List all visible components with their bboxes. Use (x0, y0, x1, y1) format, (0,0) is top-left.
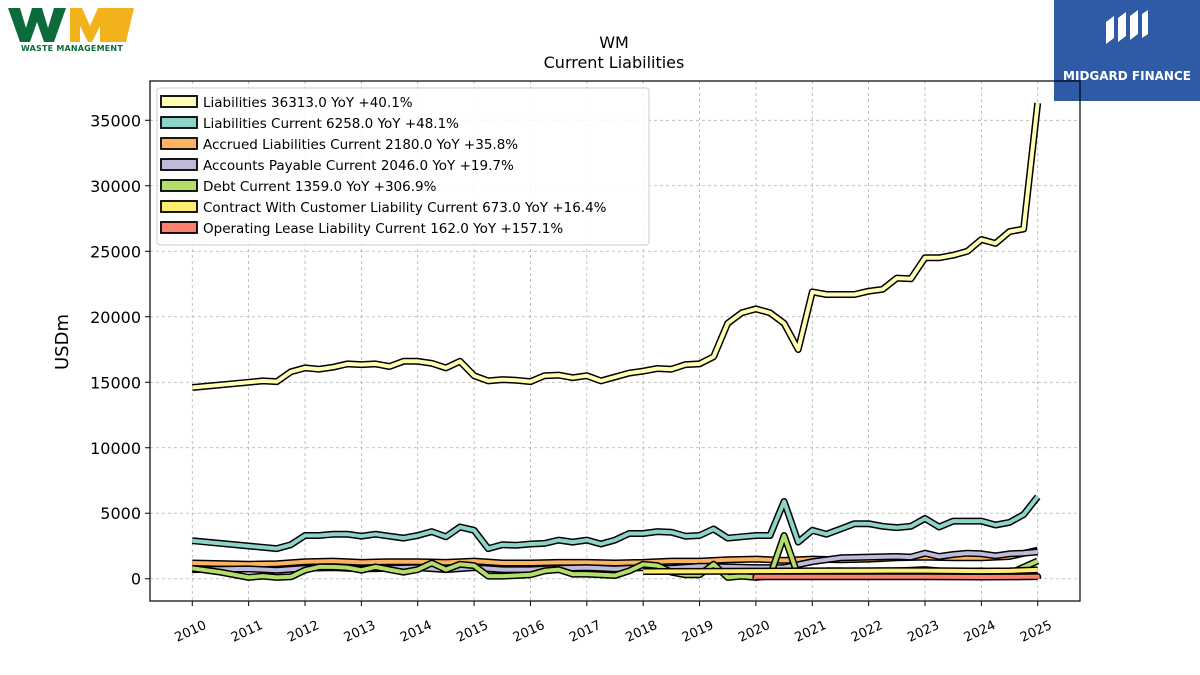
x-tick-label: 2024 (962, 618, 998, 646)
chart-title: WM (599, 33, 629, 52)
midgard-finance-logo: MIDGARD FINANCE (1054, 0, 1200, 101)
legend-swatch (160, 179, 198, 192)
legend-label: Accrued Liabilities Current 2180.0 YoY +… (203, 137, 518, 153)
legend-swatch (160, 95, 198, 108)
series-line (753, 574, 1040, 579)
series-line (192, 495, 1040, 551)
legend-label: Accounts Payable Current 2046.0 YoY +19.… (203, 158, 514, 174)
x-tick-label: 2022 (849, 618, 885, 646)
x-tick-label: 2012 (285, 618, 321, 646)
legend-label: Operating Lease Liability Current 162.0 … (203, 221, 563, 237)
wm-logo-mark (8, 8, 134, 42)
x-tick-label: 2013 (342, 618, 378, 646)
x-ticks: 2010 2011 2012 2013 2014 2015 2016 2017 2018 2019… (173, 601, 1054, 646)
legend-label: Contract With Customer Liability Current… (203, 200, 607, 216)
legend-label: Liabilities 36313.0 YoY +40.1% (203, 95, 413, 111)
y-ticks: 0 5000 10000 15000 20000 25000 30000 35000 (90, 111, 150, 589)
legend-swatch (160, 116, 198, 129)
x-tick-label: 2014 (398, 618, 434, 646)
series-line (643, 567, 1038, 574)
plot-frame (149, 80, 1081, 602)
legend: Liabilities 36313.0 YoY +40.1% Liabilitie… (156, 87, 650, 246)
midgard-logo-mark (1106, 10, 1148, 44)
legend-swatch (160, 137, 198, 150)
x-tick-label: 2016 (511, 618, 547, 646)
y-tick-label: 30000 (90, 177, 141, 196)
x-tick-label: 2011 (229, 618, 265, 646)
midgard-finance-logo-text: MIDGARD FINANCE (1063, 69, 1191, 83)
x-tick-label: 2018 (624, 618, 660, 646)
y-tick-label: 5000 (100, 504, 141, 523)
legend-label: Debt Current 1359.0 YoY +306.9% (203, 179, 437, 195)
legend-swatch (160, 200, 198, 213)
x-tick-label: 2021 (793, 618, 829, 646)
x-tick-label: 2020 (736, 618, 772, 646)
x-tick-label: 2010 (173, 618, 209, 646)
x-tick-label: 2023 (905, 618, 941, 646)
y-tick-label: 20000 (90, 308, 141, 327)
y-tick-label: 15000 (90, 373, 141, 392)
chart-subtitle: Current Liabilities (544, 53, 685, 72)
x-tick-label: 2019 (680, 618, 716, 646)
y-tick-label: 10000 (90, 439, 141, 458)
waste-management-logo-text: WASTE MANAGEMENT (21, 44, 123, 53)
x-tick-label: 2015 (454, 618, 490, 646)
waste-management-logo: WASTE MANAGEMENT (6, 4, 138, 54)
x-tick-label: 2025 (1018, 618, 1054, 646)
legend-label: Liabilities Current 6258.0 YoY +48.1% (203, 116, 459, 132)
y-tick-label: 25000 (90, 242, 141, 261)
y-tick-label: 0 (131, 570, 141, 589)
legend-box (156, 87, 650, 246)
series-line (192, 102, 1040, 390)
x-tick-label: 2017 (567, 618, 603, 646)
y-axis-label: USDm (52, 314, 73, 370)
legend-swatch (160, 221, 198, 234)
series-layer (191, 102, 1042, 581)
legend-swatch (160, 158, 198, 171)
y-tick-label: 35000 (90, 111, 141, 130)
